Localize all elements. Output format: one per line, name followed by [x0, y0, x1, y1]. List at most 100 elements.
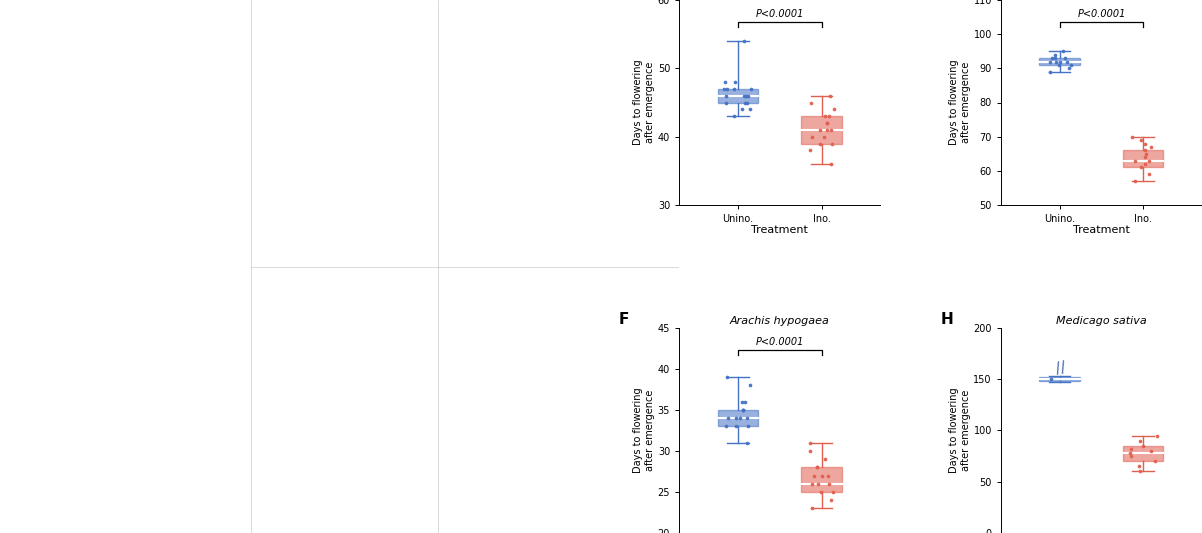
Point: [1136, 160, 1155, 168]
Point: [725, 78, 744, 86]
Bar: [718, 410, 758, 426]
Point: [1130, 462, 1149, 471]
Text: Ino.: Ino.: [374, 251, 392, 261]
Point: [734, 37, 754, 45]
Point: [1125, 177, 1144, 185]
Point: [1125, 156, 1144, 165]
Point: [725, 112, 744, 120]
Bar: [802, 116, 841, 143]
Text: P<0.0001: P<0.0001: [1077, 10, 1125, 20]
Point: [820, 91, 839, 100]
Title: Arachis hypogaea: Arachis hypogaea: [730, 316, 829, 326]
Point: [802, 98, 821, 107]
Point: [1051, 57, 1070, 66]
Point: [817, 471, 837, 480]
Point: [1137, 149, 1156, 158]
Point: [739, 422, 758, 431]
Point: [718, 373, 737, 382]
Bar: [802, 467, 841, 492]
Bar: [1123, 446, 1164, 461]
Point: [1136, 153, 1155, 161]
Y-axis label: Days to flowering
after emergence: Days to flowering after emergence: [633, 60, 655, 146]
Point: [733, 406, 752, 414]
Text: Unino.: Unino.: [456, 512, 486, 522]
Point: [1123, 132, 1142, 141]
X-axis label: Treatment: Treatment: [1073, 225, 1130, 236]
Point: [1061, 61, 1081, 69]
Point: [821, 160, 840, 168]
Text: P<0.0001: P<0.0001: [756, 337, 804, 348]
Point: [1131, 163, 1150, 172]
Point: [715, 85, 734, 93]
Point: [819, 480, 838, 488]
Point: [732, 105, 751, 114]
Text: B: B: [255, 11, 267, 26]
Point: [1046, 57, 1065, 66]
Point: [1046, 51, 1065, 59]
Point: [1142, 447, 1161, 455]
Point: [801, 439, 820, 447]
Point: [733, 406, 752, 414]
Text: C: C: [255, 269, 266, 284]
Point: [810, 139, 829, 148]
Point: [1135, 139, 1154, 148]
Point: [737, 98, 756, 107]
Point: [810, 126, 829, 134]
Text: Medicago sativa: Medicago sativa: [448, 11, 538, 21]
Point: [1046, 54, 1065, 62]
Point: [1042, 375, 1061, 384]
Point: [1055, 54, 1075, 62]
Point: [730, 414, 749, 423]
Title: Medicago sativa: Medicago sativa: [1057, 316, 1147, 326]
Point: [817, 119, 837, 127]
Text: //: //: [1054, 361, 1067, 377]
Text: P<0.0001: P<0.0001: [756, 10, 804, 20]
Point: [737, 91, 756, 100]
Point: [1147, 431, 1166, 440]
Point: [808, 480, 827, 488]
Point: [817, 119, 837, 127]
Text: F: F: [619, 312, 629, 327]
Y-axis label: Days to flowering
after emergence: Days to flowering after emergence: [950, 387, 970, 473]
Point: [718, 85, 737, 93]
Point: [1135, 146, 1154, 155]
Point: [1042, 54, 1061, 62]
Point: [716, 422, 736, 431]
Point: [803, 504, 822, 513]
Point: [726, 414, 745, 423]
Point: [737, 414, 756, 423]
Point: [1040, 57, 1059, 66]
Point: [1139, 156, 1159, 165]
Point: [802, 480, 821, 488]
Point: [716, 98, 736, 107]
Bar: [1123, 150, 1164, 167]
Text: Glycine max: Glycine max: [48, 11, 117, 21]
Point: [742, 85, 761, 93]
Bar: [1040, 377, 1079, 381]
Point: [802, 132, 821, 141]
Point: [808, 463, 827, 472]
Text: Unino.: Unino.: [285, 251, 316, 261]
Point: [1130, 437, 1149, 445]
Point: [825, 105, 844, 114]
Point: [1041, 68, 1060, 76]
Point: [1053, 47, 1072, 55]
Point: [1057, 57, 1076, 66]
Point: [734, 91, 754, 100]
Point: [813, 471, 832, 480]
Text: D: D: [438, 11, 451, 26]
Point: [738, 91, 757, 100]
Point: [823, 488, 843, 496]
Point: [736, 398, 755, 406]
Text: Unino.: Unino.: [34, 512, 65, 522]
Point: [1121, 445, 1141, 453]
Bar: [718, 89, 758, 102]
Point: [733, 406, 752, 414]
Text: Lotus japonicus: Lotus japonicus: [279, 269, 365, 279]
Point: [1131, 136, 1150, 144]
Text: Ino.: Ino.: [115, 512, 133, 522]
Text: A: A: [7, 11, 18, 26]
Point: [732, 398, 751, 406]
Point: [822, 496, 841, 504]
Point: [801, 447, 820, 455]
